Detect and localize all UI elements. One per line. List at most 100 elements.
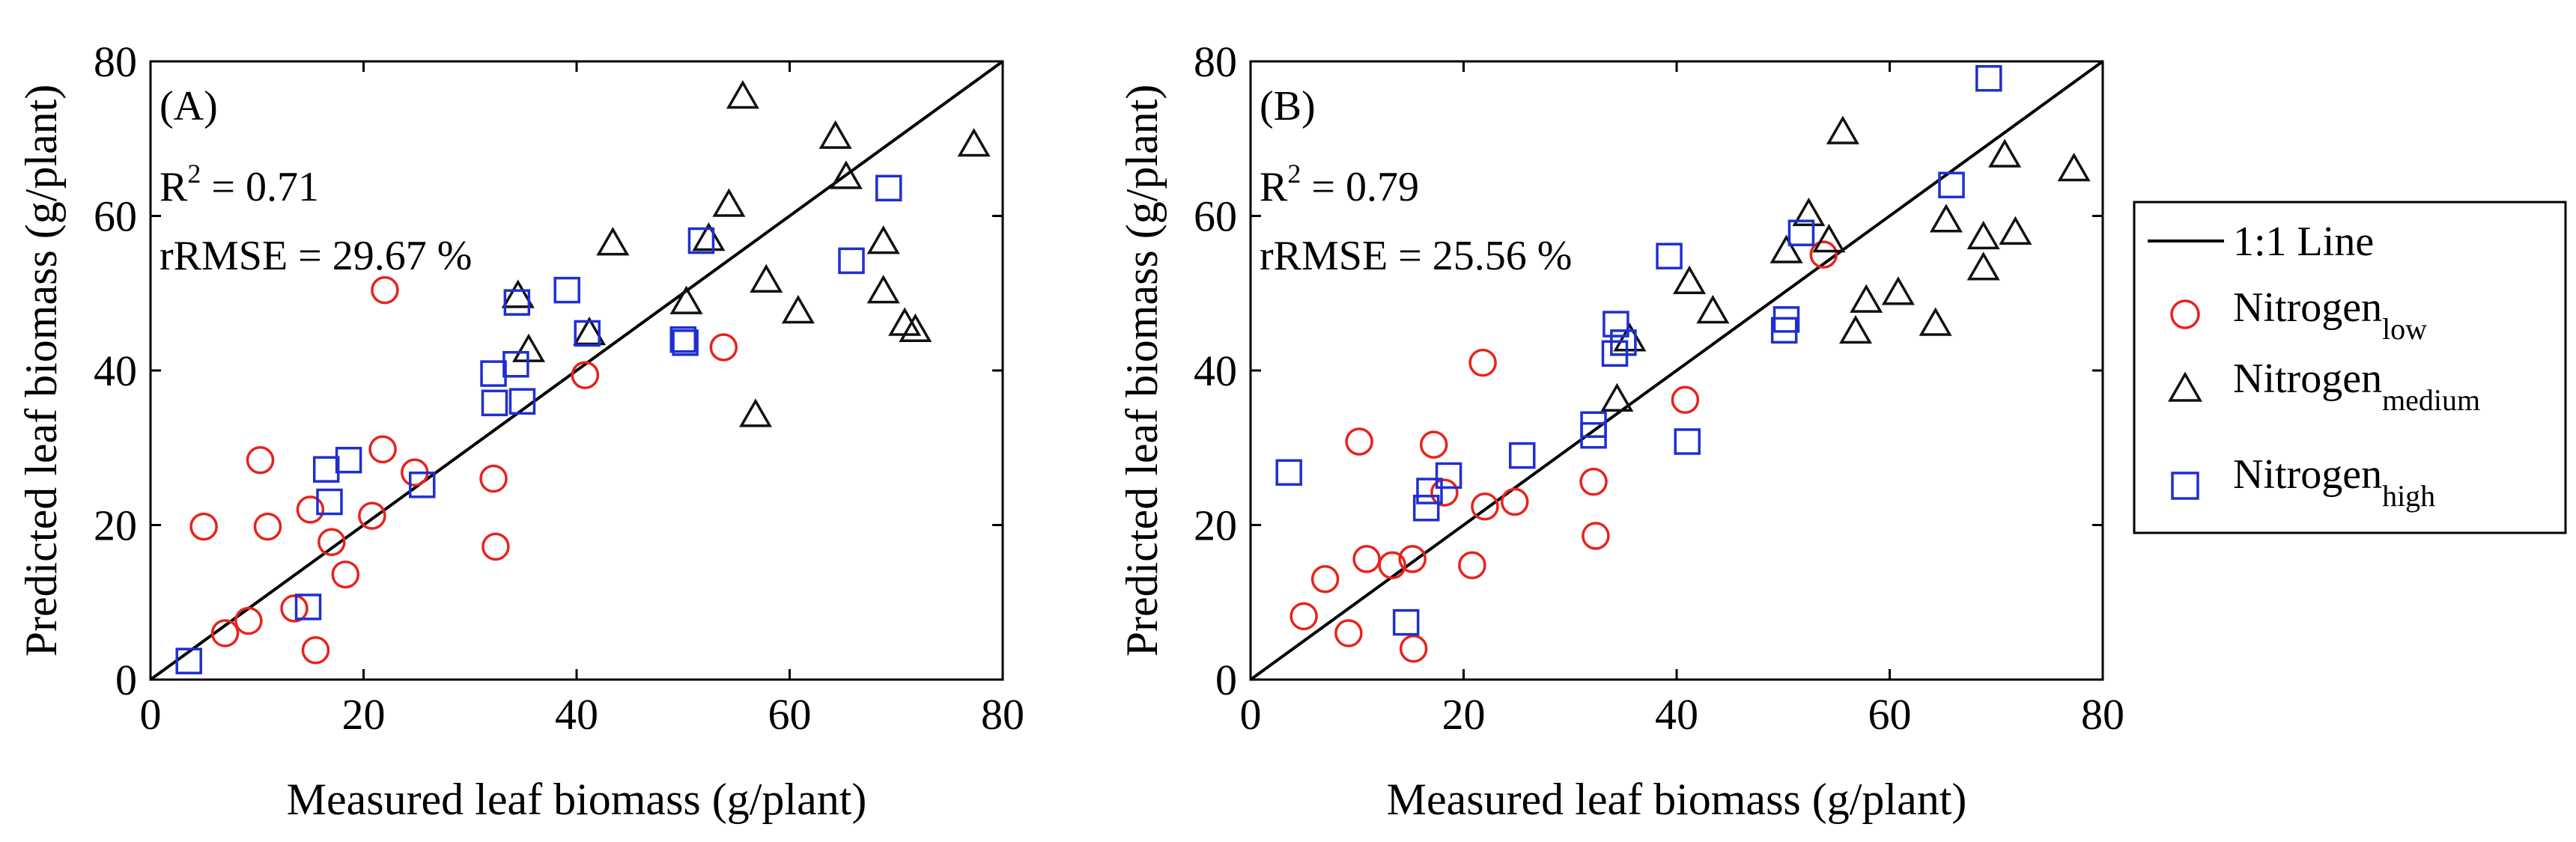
panel-a-nitrogen-low-point <box>234 606 263 635</box>
panel-a-nitrogen-medium-point <box>866 225 900 254</box>
legend-medium-marker <box>2167 371 2203 402</box>
panel-a-nitrogen-medium-point <box>866 275 900 304</box>
panel-a-nitrogen-medium-point <box>781 295 815 324</box>
panel-a-nitrogen-medium-point <box>712 188 746 217</box>
panel-a-nitrogen-high-point <box>335 447 362 474</box>
panel-b-nitrogen-low-point <box>1334 619 1363 647</box>
panel-b-nitrogen-medium-point <box>1919 307 1952 336</box>
panel-a-nitrogen-low-point <box>331 560 360 589</box>
panel-a-y-tick-label: 20 <box>94 501 137 550</box>
panel-a-nitrogen-medium-point <box>596 227 630 256</box>
panel-b-nitrogen-low-point <box>1579 467 1608 496</box>
panel-a-nitrogen-high-point <box>875 174 902 202</box>
panel-b-r2-value: = 0.79 <box>1301 164 1419 210</box>
legend-line-label: 1:1 Line <box>2233 219 2374 265</box>
panel-b-nitrogen-high-point <box>1580 421 1607 449</box>
panel-b-r2-prefix: R <box>1260 164 1288 210</box>
panel-a-nitrogen-low-point <box>189 512 218 541</box>
legend-low-sub: low <box>2382 312 2427 346</box>
panel-a-x-tick-label: 80 <box>981 690 1024 739</box>
panel-a-points <box>175 79 991 674</box>
panel-b-nitrogen-medium-point <box>1673 265 1707 295</box>
panel-a-nitrogen-medium-point <box>750 263 783 293</box>
panel-a-nitrogen-medium-point <box>669 285 703 314</box>
legend-high-base: Nitrogen <box>2233 451 2382 498</box>
panel-b-nitrogen-medium-point <box>1613 323 1647 352</box>
panel-b-y-axis-label: Predicted leaf biomass (g/plant) <box>1117 85 1167 657</box>
panel-b-y-tick-label: 40 <box>1194 347 1237 395</box>
panel-b-nitrogen-medium-point <box>1812 224 1846 253</box>
panel-a-nitrogen-low-point <box>709 333 738 361</box>
panel-a-r2-prefix: R <box>160 164 188 210</box>
panel-b-nitrogen-high-point <box>1772 306 1800 333</box>
panel-a-y-tick-label: 60 <box>94 192 137 241</box>
panel-a-ticks: 0 20 40 60 80 0 20 40 60 80 <box>94 37 1024 739</box>
panel-b-nitrogen-high-point <box>1975 64 2002 92</box>
panel-a-nitrogen-high-point <box>175 647 202 674</box>
panel-b-nitrogen-high-point <box>1508 442 1536 469</box>
panel-b-nitrogen-high-point <box>1610 329 1637 356</box>
panel-a-one-to-one-line <box>149 60 1004 681</box>
panel-b-nitrogen-high-point <box>1674 428 1701 455</box>
panel-a-x-tick-label: 60 <box>768 690 812 739</box>
panel-a-nitrogen-medium-point <box>899 313 932 343</box>
panel-a-nitrogen-low-point <box>246 446 275 475</box>
panel-b-y-tick-label: 80 <box>1194 37 1237 86</box>
panel-a-nitrogen-medium-point <box>818 120 852 149</box>
panel-b-y-tick-label: 60 <box>1194 192 1237 241</box>
panel-a-label: (A) <box>160 83 218 129</box>
panel-a-nitrogen-low-point <box>301 636 330 665</box>
panel-a-nitrogen-high-point <box>508 388 536 415</box>
panel-b-nitrogen-low-point <box>1399 634 1428 663</box>
panel-b-nitrogen-high-point <box>1412 495 1440 522</box>
panel-b-nitrogen-medium-point <box>1988 138 2022 168</box>
panel-a-nitrogen-low-point <box>280 594 309 623</box>
panel-a-x-tick-label: 20 <box>342 690 386 739</box>
panel-b-nitrogen-low-point <box>1310 565 1340 594</box>
panel-a-nitrogen-high-point <box>294 594 322 620</box>
panel-a-nitrogen-high-point <box>312 456 340 483</box>
panel-b-nitrogen-high-point <box>1938 171 1965 198</box>
legend-medium-sub: medium <box>2382 383 2480 417</box>
panel-b: 0 20 40 60 80 0 20 40 60 80 (B) R2 = 0.79 rRMSE =… <box>1117 37 2124 824</box>
panel-a-nitrogen-high-point <box>408 472 436 498</box>
panel-b-r2-exponent: 2 <box>1287 159 1301 189</box>
panel-b-nitrogen-low-point <box>1582 522 1610 550</box>
panel-b-nitrogen-low-point <box>1378 551 1406 579</box>
panel-a-y-tick-label: 0 <box>115 656 137 704</box>
legend-low-marker <box>2170 299 2200 329</box>
panel-b-nitrogen-medium-point <box>1696 295 1730 324</box>
panel-a-rrmse: rRMSE = 29.67 % <box>160 233 472 279</box>
panel-a-nitrogen-medium-point <box>829 160 863 189</box>
legend-low-label: Nitrogenlow <box>2233 284 2427 346</box>
panel-b-x-tick-label: 20 <box>1442 690 1486 739</box>
panel-a-nitrogen-low-point <box>318 528 346 556</box>
panel-b-r2: R2 = 0.79 <box>1260 159 1419 210</box>
panel-a-nitrogen-high-point <box>669 326 696 353</box>
legend-high-marker <box>2171 472 2199 500</box>
legend-high-label: Nitrogenhigh <box>2233 451 2435 513</box>
panel-b-nitrogen-low-point <box>1458 551 1486 579</box>
panel-a-nitrogen-low-point <box>368 435 397 464</box>
panel-b-nitrogen-medium-point <box>1999 216 2032 245</box>
panel-b-nitrogen-low-point <box>1501 487 1529 516</box>
panel-b-x-tick-label: 40 <box>1655 690 1698 739</box>
panel-a-nitrogen-high-point <box>480 360 507 387</box>
panel-b-nitrogen-medium-point <box>1929 204 1963 233</box>
panel-a-y-tick-label: 80 <box>94 37 137 86</box>
panel-b-x-tick-label: 80 <box>2081 690 2124 739</box>
panel-b-points <box>1275 64 2091 663</box>
panel-b-nitrogen-low-point <box>1345 427 1373 456</box>
panel-b-nitrogen-low-point <box>1430 478 1459 507</box>
panel-b-nitrogen-medium-point <box>1966 220 2000 250</box>
panel-b-nitrogen-medium-point <box>1826 115 1859 144</box>
panel-a-nitrogen-high-point <box>672 329 699 356</box>
panel-b-one-to-one-line <box>1249 60 2104 681</box>
panel-a-nitrogen-high-point <box>553 276 580 304</box>
panel-a: 0 20 40 60 80 0 20 40 60 80 (A) R2 = 0.71 rRMSE =… <box>16 37 1024 824</box>
panel-a-nitrogen-low-point <box>210 619 240 647</box>
panel-a-nitrogen-medium-point <box>888 307 922 336</box>
panel-a-nitrogen-low-point <box>371 275 399 305</box>
panel-a-x-axis-label: Measured leaf biomass (g/plant) <box>287 775 867 824</box>
